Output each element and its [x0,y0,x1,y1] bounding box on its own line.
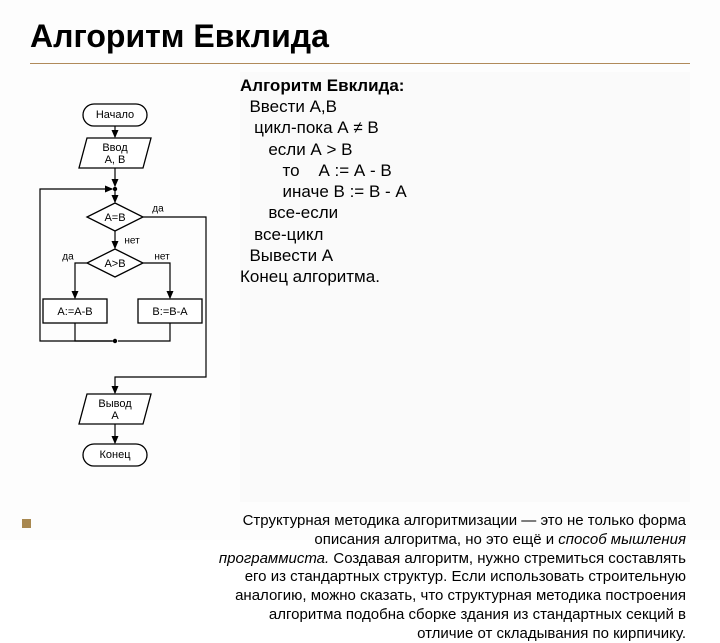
edge-label-no-1: нет [124,236,140,247]
description-paragraph: Структурная методика алгоритмизации — эт… [30,512,690,643]
node-gt-label: А>В [104,258,125,270]
title-rule [30,63,690,64]
slide-page: Алгоритм Евклида нет да [0,0,720,540]
algo-line: все-цикл [240,224,686,245]
flowchart-svg: нет да да нет Начал [30,72,220,502]
algo-line: все-если [240,202,686,223]
edge-label-yes-2: да [62,252,74,263]
node-output-label-2: А [111,410,119,422]
node-start-label: Начало [96,109,134,121]
edge-label-no-2: нет [154,252,170,263]
algo-line: Вывести А [240,245,686,266]
node-end-label: Конец [99,449,131,461]
algorithm-text-block: Алгоритм Евклида: Ввести А,В цикл-пока А… [240,72,690,502]
node-input-label-2: А, В [105,154,126,166]
node-bsub-label: В:=В-А [152,306,188,318]
node-input-label-1: Ввод [102,142,128,154]
algo-line: то А := А - В [240,160,686,181]
slide-title: Алгоритм Евклида [30,18,690,55]
node-asub-label: А:=А-В [57,306,92,318]
algo-line: Конец алгоритма. [240,266,686,287]
algo-line: если А > В [240,139,686,160]
algo-line: иначе В := В - А [240,181,686,202]
algo-line: Ввести А,В [240,96,686,117]
content-row: нет да да нет Начал [30,72,690,502]
node-eq-label: А=В [104,212,125,224]
footer-square-icon [22,519,31,528]
algorithm-heading: Алгоритм Евклида: [240,76,686,96]
node-output-label-1: Вывод [98,398,132,410]
algo-line: цикл-пока А ≠ В [240,117,686,138]
flowchart-container: нет да да нет Начал [30,72,220,502]
edge-label-yes-1: да [152,204,164,215]
